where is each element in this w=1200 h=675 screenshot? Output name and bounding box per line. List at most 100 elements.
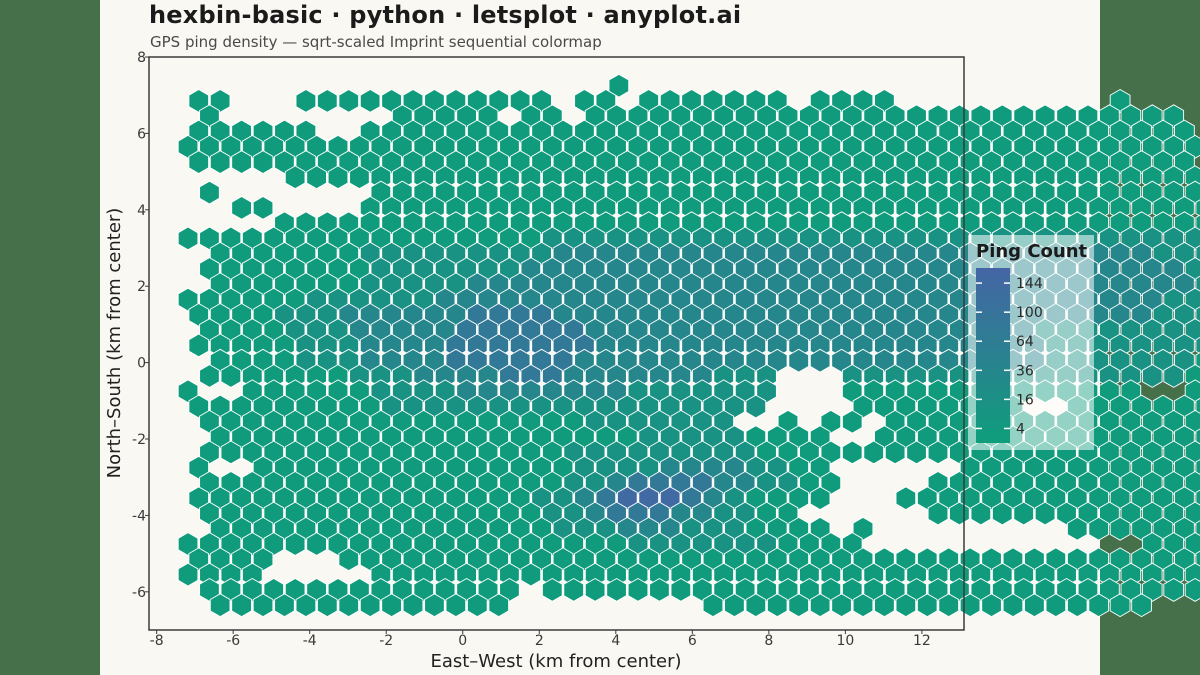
hex-cell — [252, 119, 274, 144]
hex-cell — [327, 257, 349, 281]
hex-cell — [1099, 257, 1120, 281]
hex-cell — [391, 440, 413, 465]
hex-cell — [252, 394, 274, 419]
hex-cell — [456, 104, 477, 129]
hex-cell — [359, 455, 381, 480]
hex-cell — [241, 501, 263, 526]
hex-cell — [295, 516, 317, 541]
hex-cell — [895, 547, 917, 572]
hex-cell — [1099, 379, 1120, 404]
hex-cell — [809, 211, 831, 236]
hex-cell — [1195, 459, 1200, 477]
hex-cell — [1163, 470, 1185, 495]
hex-cell — [670, 104, 692, 129]
hex-cell — [402, 211, 424, 236]
hex-cell — [788, 455, 810, 480]
hex-cell — [895, 302, 917, 327]
hex-cell — [466, 455, 488, 480]
hex-cell — [895, 211, 917, 236]
hex-cell — [606, 257, 627, 281]
hex-cell — [595, 150, 617, 175]
hex-cell — [1077, 501, 1099, 526]
hex-cell — [799, 226, 820, 251]
hex-cell — [1163, 440, 1185, 465]
hex-cell — [820, 226, 842, 251]
hex-cell — [831, 211, 852, 236]
x-tick-label: 8 — [764, 633, 773, 649]
hex-cell — [349, 226, 370, 251]
x-tick-label: -2 — [379, 633, 393, 649]
hex-cell — [445, 486, 467, 511]
hex-cell — [359, 211, 381, 236]
hex-cell — [274, 211, 295, 236]
hex-cell — [1066, 455, 1088, 480]
hex-cell — [777, 257, 799, 281]
hex-cell — [1077, 104, 1099, 129]
hex-cell — [777, 226, 799, 251]
hex-cell — [681, 425, 702, 450]
hex-cell — [284, 470, 306, 495]
hex-cell — [359, 272, 381, 297]
hex-cell — [777, 440, 799, 465]
hex-cell — [938, 486, 960, 511]
hex-cell — [691, 180, 713, 205]
hex-cell — [1184, 287, 1200, 312]
hex-cell — [916, 547, 938, 572]
hex-cell — [670, 134, 692, 159]
hex-cell — [563, 257, 585, 281]
hex-cell — [1002, 150, 1024, 175]
hex-cell — [766, 88, 788, 113]
hex-cell — [188, 547, 210, 572]
hex-cell — [456, 379, 477, 404]
hex-cell — [1120, 501, 1142, 526]
hex-cell — [488, 425, 510, 450]
hex-cell — [263, 409, 285, 434]
hex-cell — [1184, 577, 1200, 602]
hex-cell — [274, 302, 295, 327]
hex-cell — [177, 134, 199, 159]
hex-cell — [681, 516, 702, 541]
hex-cell — [1174, 394, 1195, 419]
y-tick-label: -6 — [132, 585, 146, 601]
hex-cell — [906, 226, 927, 251]
hex-cell — [1120, 577, 1142, 602]
hex-cell — [445, 425, 467, 450]
hex-cell — [766, 119, 788, 144]
hex-cell — [252, 547, 274, 572]
hex-cell — [874, 425, 895, 450]
hex-cell — [981, 486, 1002, 511]
hex-cell — [327, 318, 349, 343]
hex-cell — [370, 577, 392, 602]
hex-cell — [938, 394, 960, 419]
hex-cell — [563, 501, 585, 526]
hex-cell — [766, 211, 788, 236]
hex-cell — [1131, 593, 1152, 618]
hex-cell — [938, 241, 960, 266]
hex-cell — [466, 547, 488, 572]
hex-cell — [1195, 336, 1200, 354]
hex-cell — [316, 593, 338, 618]
hex-cell — [616, 455, 638, 480]
hex-cell — [831, 119, 852, 144]
hex-cell — [584, 226, 606, 251]
x-tick-label: -4 — [303, 633, 317, 649]
hex-cell — [445, 150, 467, 175]
hex-cell — [241, 532, 263, 556]
hex-cell — [381, 272, 402, 297]
hex-cell — [1013, 180, 1035, 205]
hex-cell — [1141, 104, 1163, 129]
hex-cell — [745, 455, 767, 480]
hex-cell — [295, 593, 317, 618]
hex-cell — [499, 226, 520, 251]
hex-cell — [895, 486, 917, 511]
hex-cell — [424, 516, 445, 541]
hex-cell — [809, 455, 831, 480]
hex-cell — [316, 486, 338, 511]
hex-cell — [799, 257, 820, 281]
hex-cell — [906, 409, 927, 434]
hex-cell — [713, 104, 735, 129]
hex-cell — [584, 501, 606, 526]
hex-cell — [295, 241, 317, 266]
hex-cell — [1141, 226, 1163, 251]
hex-cell — [649, 577, 670, 602]
